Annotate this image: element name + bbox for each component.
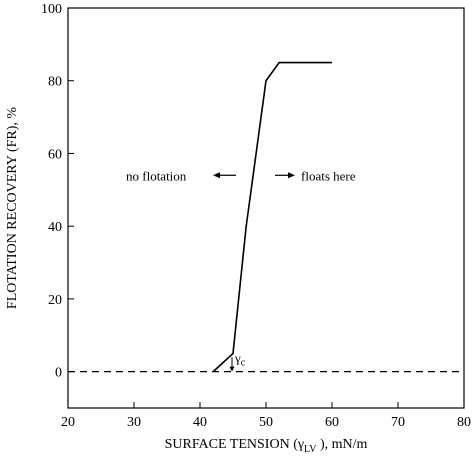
recovery-curve <box>212 61 332 373</box>
x-tick-label-50: 50 <box>259 415 273 430</box>
x-tick-label-70: 70 <box>391 415 405 430</box>
x-tick-label-80: 80 <box>457 415 471 430</box>
y-axis-title: FLOTATION RECOVERY (FR), % <box>5 107 20 309</box>
series-group <box>68 61 464 373</box>
x-tick-label-40: 40 <box>193 415 207 430</box>
y-tick-label-80: 80 <box>48 75 62 90</box>
x-axis-title-subscript: LV <box>304 444 317 455</box>
y-tick-label-100: 100 <box>41 2 62 17</box>
annotations-group: no flotation floats here γc <box>126 168 356 372</box>
y-tick-label-40: 40 <box>48 220 62 235</box>
x-tick-label-60: 60 <box>325 415 339 430</box>
gamma-subscript: c <box>241 358 246 369</box>
x-tick-label-20: 20 <box>61 415 75 430</box>
y-tick-label-60: 60 <box>48 147 62 162</box>
y-tick-label-20: 20 <box>48 293 62 308</box>
x-axis-ticks: 20 30 40 50 60 70 80 <box>61 402 471 430</box>
x-axis-title-main: SURFACE TENSION (γ <box>165 437 304 452</box>
floats-here-label: floats here <box>301 168 356 183</box>
gamma-c-arrow-head <box>229 366 235 372</box>
y-axis-ticks: 0 20 40 60 80 100 <box>41 2 74 381</box>
right-arrow-head <box>288 172 295 179</box>
gamma-symbol: γ <box>234 351 241 366</box>
y-tick-label-0: 0 <box>55 366 62 381</box>
plot-frame <box>67 7 465 409</box>
x-axis-title: SURFACE TENSION (γLV ), mN/m <box>165 437 368 455</box>
left-arrow-head <box>213 172 220 179</box>
x-tick-label-30: 30 <box>127 415 141 430</box>
x-axis-title-suffix: ), mN/m <box>316 437 367 452</box>
no-flotation-label: no flotation <box>126 168 187 183</box>
plot-border <box>67 7 465 409</box>
gamma-c-label: γc <box>234 351 246 369</box>
